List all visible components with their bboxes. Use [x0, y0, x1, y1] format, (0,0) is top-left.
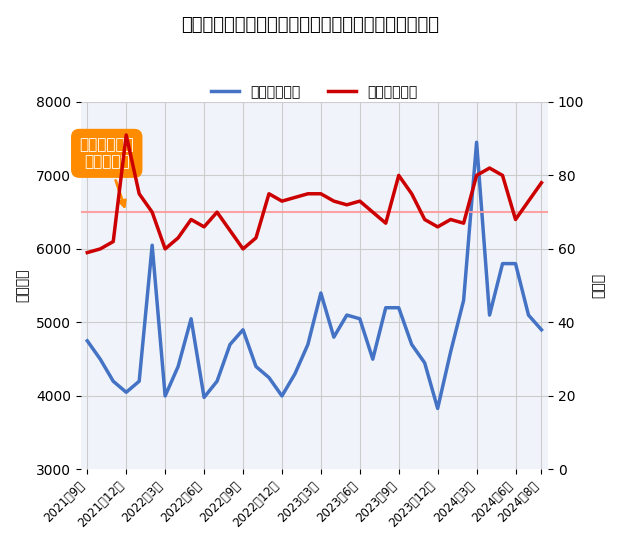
Legend: 価格（万円）, 契約率（％）: 価格（万円）, 契約率（％）: [206, 80, 423, 105]
Y-axis label: （万円）: （万円）: [15, 269, 29, 302]
Text: 好不調ライン
（７０％）: 好不調ライン （７０％）: [79, 137, 134, 207]
Y-axis label: （％）: （％）: [591, 273, 605, 298]
Text: 近畿圏（関西）の新築マンション価格と契約率の推移: 近畿圏（関西）の新築マンション価格と契約率の推移: [181, 16, 439, 34]
